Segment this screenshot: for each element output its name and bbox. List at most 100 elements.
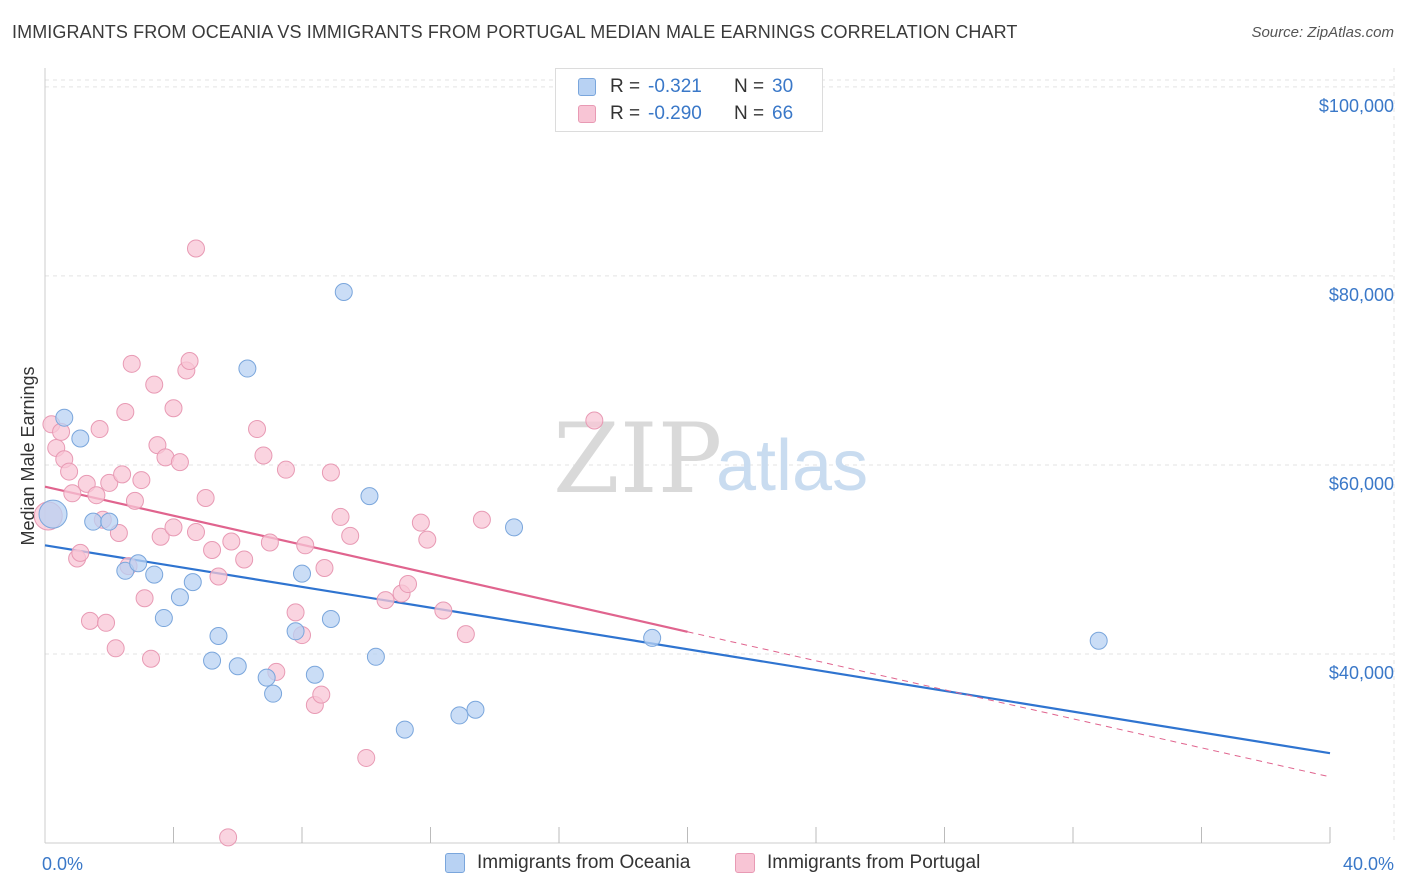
source-credit: Source: ZipAtlas.com <box>1251 24 1394 41</box>
portugal-point <box>186 523 205 542</box>
portugal-point <box>399 575 418 594</box>
portugal-point <box>116 403 135 422</box>
portugal-point <box>145 375 164 394</box>
portugal-point <box>472 510 491 529</box>
legend-row-oceania: R = -0.321 N = 30 <box>578 74 793 100</box>
portugal-point <box>315 558 334 577</box>
watermark-zip: ZIP <box>553 403 722 515</box>
portugal-point <box>63 484 82 503</box>
oceania-point <box>84 512 103 531</box>
portugal-point <box>209 567 228 586</box>
portugal-point <box>331 507 350 526</box>
portugal-point <box>87 486 106 505</box>
oceania-point <box>360 487 379 506</box>
portugal-point <box>142 649 161 668</box>
portugal-point <box>321 463 340 482</box>
portugal-point <box>125 491 144 510</box>
portugal-point <box>248 420 267 439</box>
r-label: R = <box>610 76 641 97</box>
oceania-point <box>238 359 257 378</box>
portugal-point <box>164 399 183 418</box>
oceania-point <box>321 610 340 629</box>
r-value: -0.290 <box>648 103 702 124</box>
portugal-point <box>203 541 222 560</box>
portugal-point <box>585 411 604 430</box>
r-label: R = <box>610 103 641 124</box>
legend-item-portugal[interactable]: Immigrants from Portugal <box>735 852 980 874</box>
portugal-point <box>180 351 199 370</box>
portugal-point <box>80 611 99 630</box>
portugal-point <box>456 625 475 644</box>
portugal-point <box>312 685 331 704</box>
n-label: N = <box>734 103 765 124</box>
y-tick-label: $60,000 <box>1329 474 1394 494</box>
legend-item-oceania[interactable]: Immigrants from Oceania <box>445 852 690 874</box>
portugal-point <box>411 513 430 532</box>
oceania-point <box>145 565 164 584</box>
n-value: 66 <box>772 103 794 124</box>
y-tick-label: $80,000 <box>1329 285 1394 305</box>
portugal-legend-swatch <box>735 853 755 873</box>
oceania-point <box>505 518 524 537</box>
portugal-point <box>357 748 376 767</box>
y-axis-label: Median Male Earnings <box>18 366 38 545</box>
oceania-legend-swatch <box>445 853 465 873</box>
trend-lines <box>44 485 1331 778</box>
oceania-point <box>203 651 222 670</box>
oceania-point <box>366 647 385 666</box>
oceania-point <box>71 429 90 448</box>
trend-line-solid <box>44 544 1331 755</box>
trend-line-solid <box>44 485 688 633</box>
portugal-point <box>276 460 295 479</box>
portugal-point <box>132 471 151 490</box>
oceania-point <box>209 627 228 646</box>
n-value: 30 <box>772 76 794 97</box>
y-tick-label: $100,000 <box>1319 96 1394 116</box>
portugal-point <box>106 639 125 658</box>
oceania-swatch <box>578 78 596 96</box>
y-tick-labels: $40,000 $60,000 $80,000 $100,000 <box>1319 96 1394 683</box>
watermark: ZIP atlas <box>553 403 868 515</box>
x-tick-label-max: 40.0% <box>1343 854 1394 874</box>
portugal-point <box>434 601 453 620</box>
portugal-point <box>151 527 170 546</box>
portugal-point <box>90 420 109 439</box>
portugal-point <box>418 530 437 549</box>
oceania-point <box>305 665 324 684</box>
portugal-point <box>122 354 141 373</box>
portugal-point <box>164 518 183 537</box>
oceania-point <box>1089 631 1108 650</box>
portugal-point <box>135 589 154 608</box>
stats-legend: R = -0.321 N = 30 R = -0.290 N = 66 <box>555 68 823 132</box>
portugal-point <box>296 536 315 555</box>
oceania-point <box>450 706 469 725</box>
portugal-point <box>254 446 273 465</box>
oceania-point <box>38 499 68 529</box>
oceania-point <box>183 573 202 592</box>
portugal-point <box>219 828 238 847</box>
portugal-point <box>186 239 205 258</box>
oceania-point <box>286 622 305 641</box>
portugal-point <box>341 526 360 545</box>
y-tick-label: $40,000 <box>1329 663 1394 683</box>
oceania-point <box>257 668 276 687</box>
oceania-legend-label: Immigrants from Oceania <box>477 852 691 873</box>
watermark-atlas: atlas <box>716 426 868 506</box>
oceania-point <box>293 564 311 583</box>
portugal-point <box>235 550 254 569</box>
portugal-point <box>100 473 119 492</box>
portugal-point <box>113 465 132 484</box>
x-tick-label-min: 0.0% <box>42 854 83 874</box>
axes <box>44 68 1331 844</box>
portugal-point <box>222 532 241 551</box>
oceania-point <box>395 720 414 739</box>
oceania-point <box>264 684 283 703</box>
portugal-point <box>376 591 395 610</box>
portugal-swatch <box>578 105 596 123</box>
oceania-point <box>228 657 247 676</box>
portugal-point <box>97 613 116 632</box>
portugal-legend-label: Immigrants from Portugal <box>767 852 981 873</box>
n-label: N = <box>734 76 765 97</box>
oceania-point <box>129 554 148 573</box>
